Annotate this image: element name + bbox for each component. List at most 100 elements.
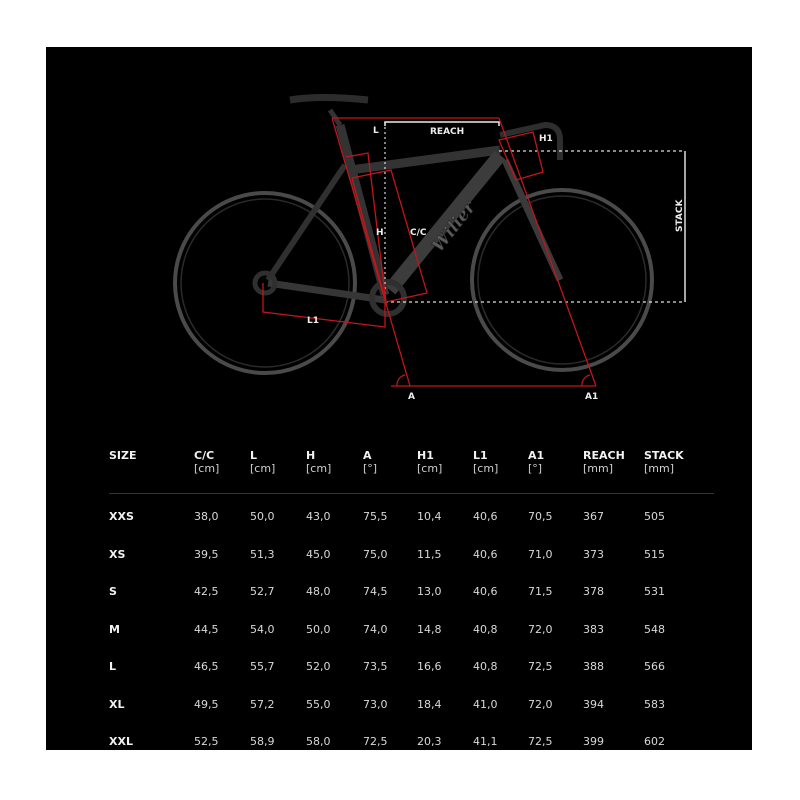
table-row: M 44,5 54,0 50,0 74,0 14,8 40,8 72,0 383 548 <box>109 611 714 649</box>
column-unit: [cm] <box>306 462 332 475</box>
label-a: A <box>408 392 415 402</box>
seat-angle-line <box>331 117 411 387</box>
value-cell: 515 <box>644 547 665 561</box>
column-unit: [°] <box>528 462 543 475</box>
bike-geometry-diagram: Wilier L REACH H1 STACK H C/C L1 <box>173 94 686 402</box>
value-cell: 41,1 <box>473 735 498 749</box>
geometry-labels: L REACH H1 STACK H C/C L1 A A1 <box>307 126 685 402</box>
column-name: L1 <box>473 449 488 462</box>
geometry-table: SIZE C/C [cm] L [cm] H [cm] A [°] H1 [cm] L1 [cm] A1[… <box>109 449 714 761</box>
cassette <box>252 270 278 296</box>
value-cell: 10,4 <box>417 510 442 524</box>
value-cell: 39,5 <box>194 547 219 561</box>
value-cell: 45,0 <box>306 547 331 561</box>
value-cell: 54,0 <box>250 622 275 636</box>
value-cell: 42,5 <box>194 585 219 599</box>
column-unit: [cm] <box>417 462 443 475</box>
value-cell: 40,6 <box>473 510 498 524</box>
size-cell: XXL <box>109 735 133 749</box>
value-cell: 38,0 <box>194 510 219 524</box>
value-cell: 531 <box>644 585 665 599</box>
saddle <box>289 94 369 104</box>
value-cell: 394 <box>583 697 604 711</box>
size-cell: XXS <box>109 510 134 524</box>
head-angle-line <box>498 117 597 387</box>
value-cell: 46,5 <box>194 660 219 674</box>
value-cell: 602 <box>644 735 665 749</box>
column-unit: [cm] <box>473 462 499 475</box>
column-name: A <box>363 449 372 462</box>
label-l1: L1 <box>307 316 319 326</box>
value-cell: 373 <box>583 547 604 561</box>
column-header: A [°] <box>363 449 417 494</box>
value-cell: 72,5 <box>528 660 553 674</box>
column-unit: [mm] <box>583 462 614 475</box>
value-cell: 378 <box>583 585 604 599</box>
column-header: L [cm] <box>250 449 306 494</box>
label-l: L <box>373 126 379 136</box>
value-cell: 388 <box>583 660 604 674</box>
value-cell: 51,3 <box>250 547 275 561</box>
value-cell: 74,0 <box>363 622 388 636</box>
column-header: REACH [mm] <box>583 449 644 494</box>
value-cell: 58,0 <box>306 735 331 749</box>
value-cell: 583 <box>644 697 665 711</box>
table-row: S 42,5 52,7 48,0 74,5 13,0 40,6 71,5 378 531 <box>109 573 714 611</box>
table-header: SIZE C/C [cm] L [cm] H [cm] A [°] H1 [cm] L1 [cm] A1[… <box>109 449 714 494</box>
h-measure <box>345 152 387 303</box>
label-cc: C/C <box>410 228 427 238</box>
value-cell: 72,5 <box>528 735 553 749</box>
value-cell: 44,5 <box>194 622 219 636</box>
size-cell: XL <box>109 697 125 711</box>
value-cell: 72,0 <box>528 622 553 636</box>
value-cell: 13,0 <box>417 585 442 599</box>
value-cell: 40,6 <box>473 547 498 561</box>
angle-a-arc <box>396 374 406 387</box>
value-cell: 548 <box>644 622 665 636</box>
value-cell: 566 <box>644 660 665 674</box>
geometry-lines <box>262 117 686 387</box>
value-cell: 16,6 <box>417 660 442 674</box>
label-h: H <box>376 228 384 238</box>
column-name: H <box>306 449 316 462</box>
cc-measure <box>351 169 428 303</box>
value-cell: 70,5 <box>528 510 553 524</box>
size-cell: S <box>109 585 117 599</box>
column-name: C/C <box>194 449 215 462</box>
column-unit: [cm] <box>250 462 276 475</box>
value-cell: 49,5 <box>194 697 219 711</box>
value-cell: 399 <box>583 735 604 749</box>
value-cell: 55,0 <box>306 697 331 711</box>
rear-wheel <box>173 191 357 375</box>
value-cell: 52,7 <box>250 585 275 599</box>
size-cell: XS <box>109 547 126 561</box>
value-cell: 40,8 <box>473 622 498 636</box>
size-cell: M <box>109 622 120 636</box>
column-header: SIZE <box>109 449 194 494</box>
value-cell: 72,5 <box>363 735 388 749</box>
column-header: C/C [cm] <box>194 449 250 494</box>
table-row: XS 39,5 51,3 45,0 75,0 11,5 40,6 71,0 373 515 <box>109 536 714 574</box>
column-name: REACH <box>583 449 625 462</box>
value-cell: 48,0 <box>306 585 331 599</box>
value-cell: 41,0 <box>473 697 498 711</box>
column-header: L1 [cm] <box>473 449 528 494</box>
value-cell: 74,5 <box>363 585 388 599</box>
rear-wheel-rim <box>180 198 350 368</box>
column-header: A1 [°] <box>528 449 583 494</box>
value-cell: 14,8 <box>417 622 442 636</box>
value-cell: 11,5 <box>417 547 442 561</box>
geometry-panel: Wilier L REACH H1 STACK H C/C L1 <box>46 47 752 750</box>
column-name: H1 <box>417 449 434 462</box>
label-stack: STACK <box>675 199 685 232</box>
frame-seat-tube <box>335 123 390 297</box>
value-cell: 71,0 <box>528 547 553 561</box>
value-cell: 50,0 <box>250 510 275 524</box>
value-cell: 43,0 <box>306 510 331 524</box>
table-row: L 46,5 55,7 52,0 73,5 16,6 40,8 72,5 388 566 <box>109 648 714 686</box>
value-cell: 18,4 <box>417 697 442 711</box>
value-cell: 367 <box>583 510 604 524</box>
value-cell: 505 <box>644 510 665 524</box>
frame-down-tube <box>384 150 506 295</box>
column-name: SIZE <box>109 449 137 462</box>
